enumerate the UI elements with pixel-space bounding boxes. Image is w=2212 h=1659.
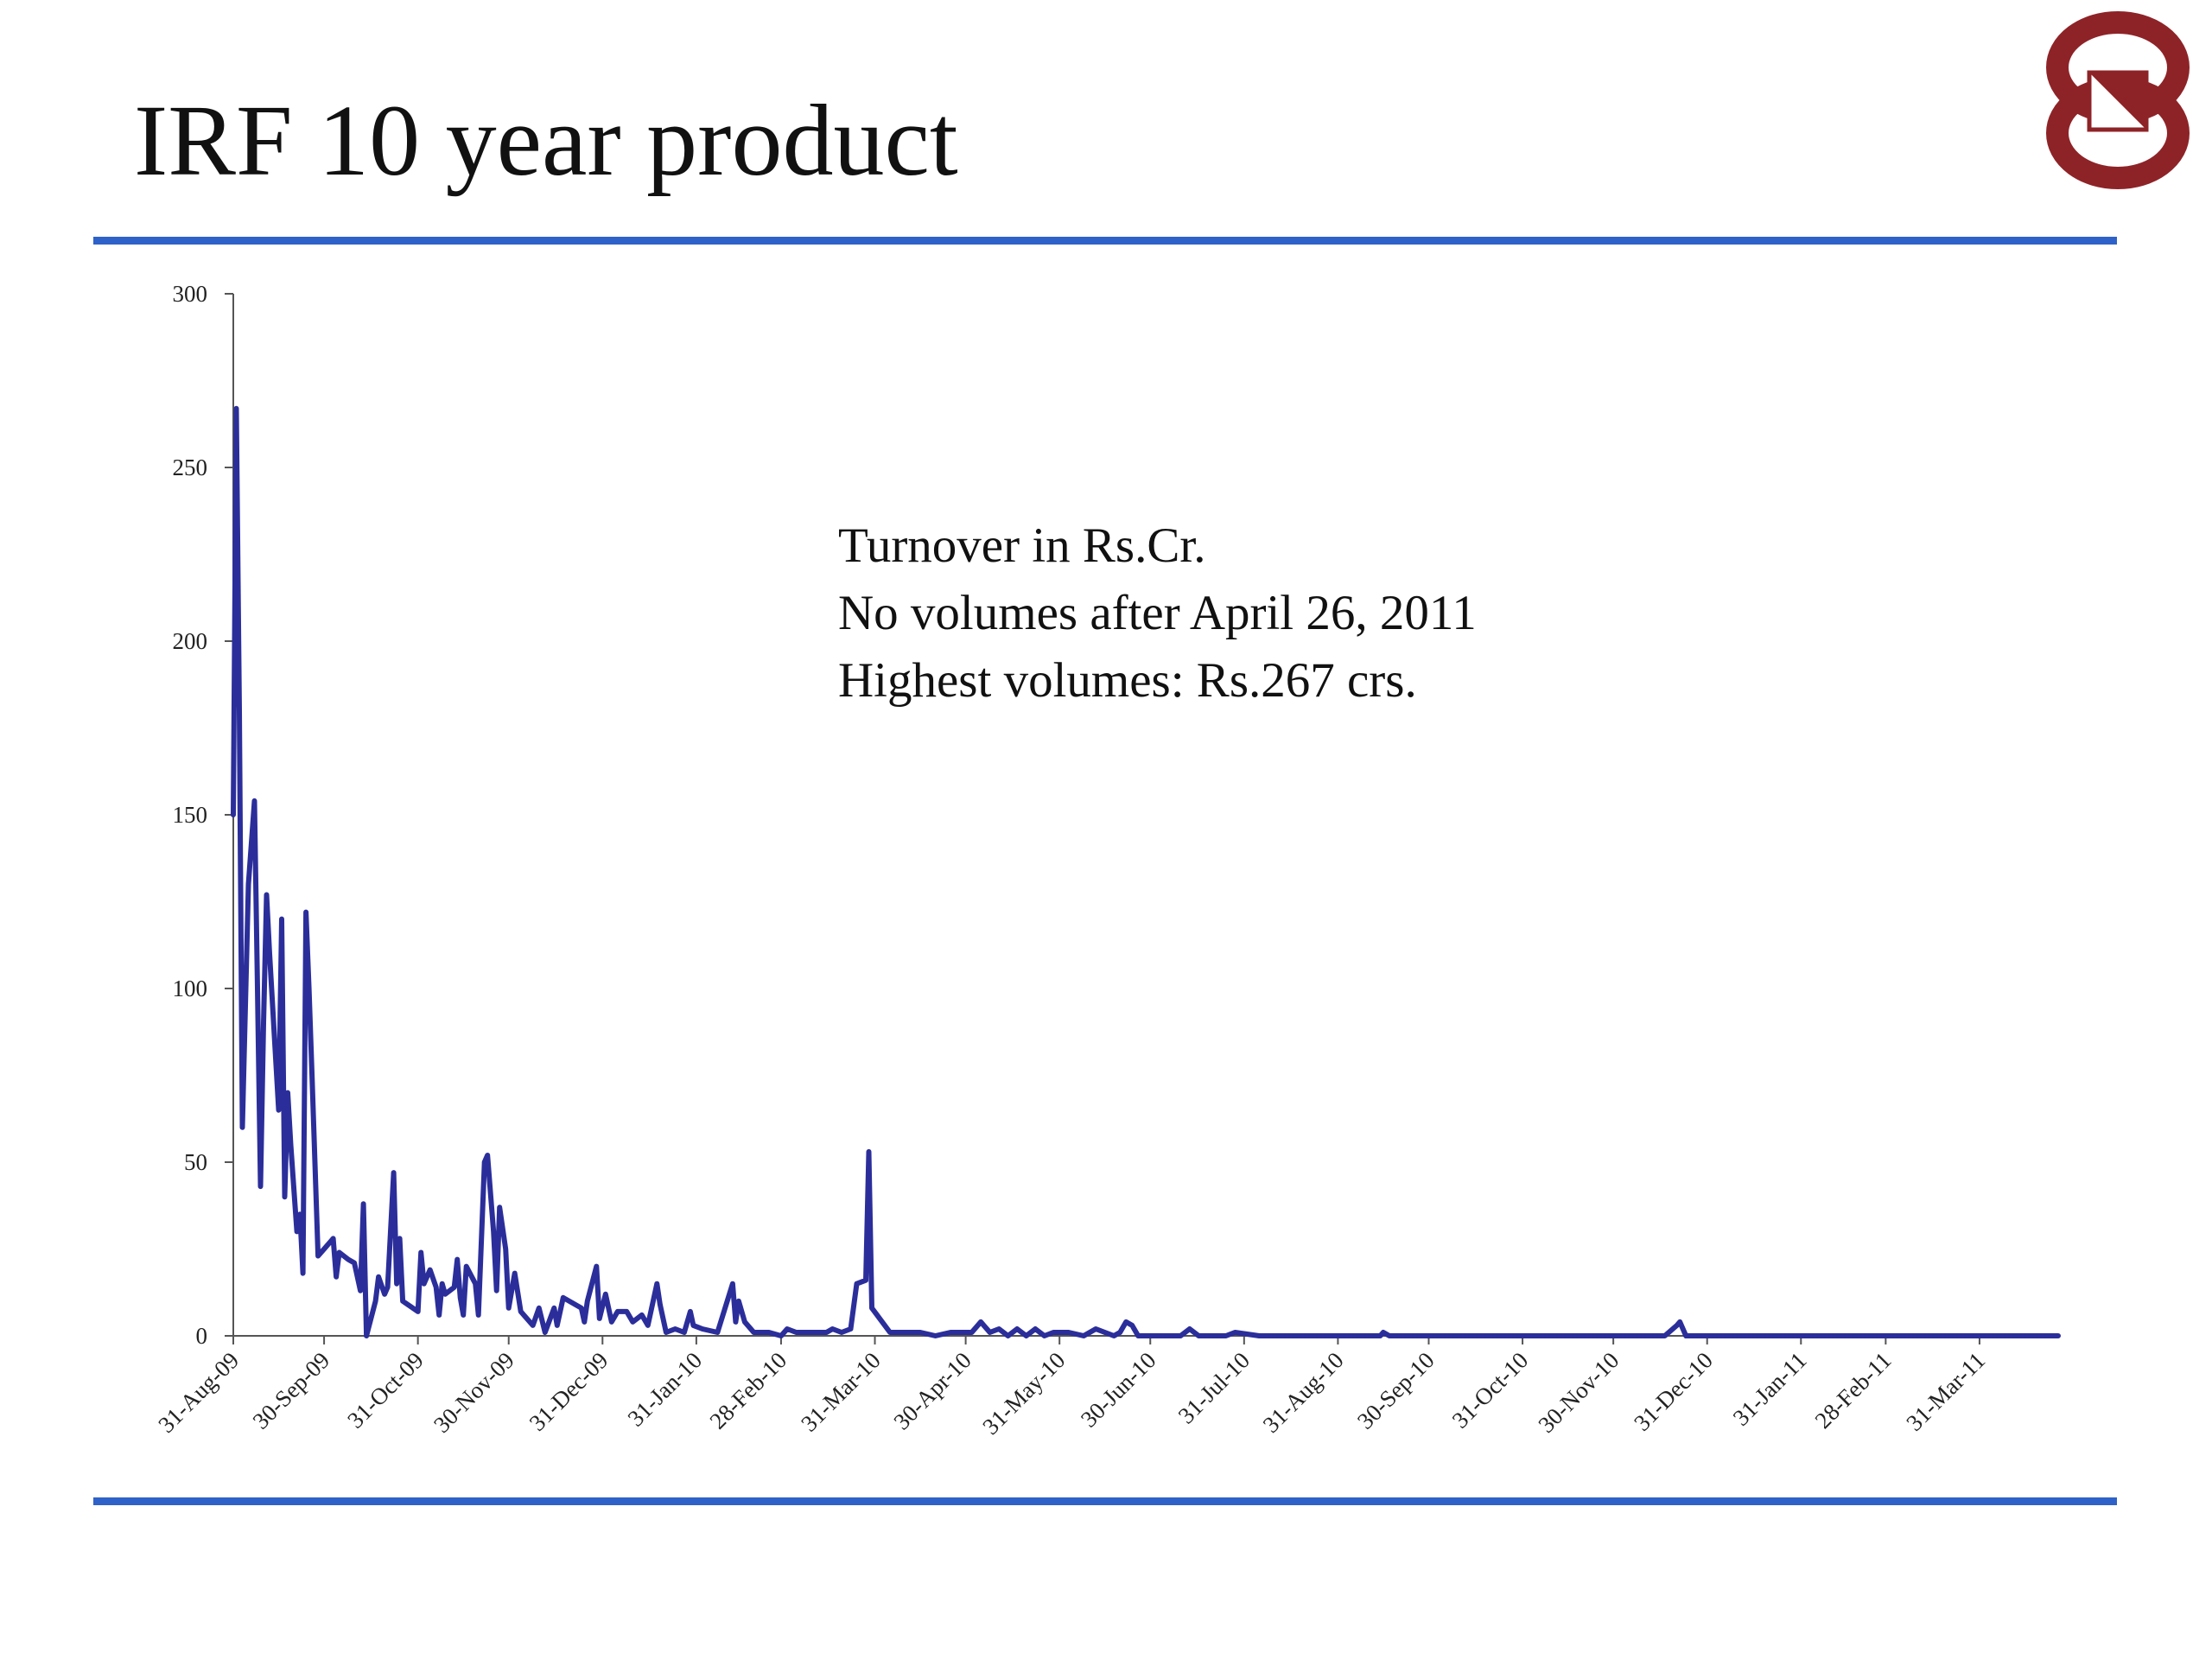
y-tick-label: 150 [173,802,208,828]
x-tick-label: 30-Nov-10 [1533,1347,1624,1438]
x-tick-label: 30-Sep-09 [248,1347,335,1434]
bottom-divider [93,1497,2117,1505]
x-tick-label: 30-Apr-10 [888,1347,976,1434]
chart-annotation: Turnover in Rs.Cr. No volumes after Apri… [838,518,1477,708]
chart-axes [232,294,2058,1337]
x-tick-label: 31-Jan-11 [1728,1347,1812,1431]
exchange-logo [2041,9,2195,192]
x-tick-label: 31-Jan-10 [623,1347,708,1432]
x-tick-label: 31-Dec-09 [524,1347,613,1436]
annotation-line-2: No volumes after April 26, 2011 [838,586,1477,640]
x-tick-label: 31-Mar-10 [796,1347,886,1437]
x-axis-ticks: 31-Aug-09 30-Sep-09 31-Oct-09 30-Nov-09 31-D… [153,1336,1990,1440]
y-tick-label: 50 [184,1149,207,1175]
x-tick-label: 28-Feb-11 [1810,1347,1897,1433]
annotation-line-3: Highest volumes: Rs.267 crs. [838,653,1417,708]
x-tick-label: 28-Feb-10 [704,1347,791,1434]
x-tick-label: 30-Jun-10 [1076,1347,1161,1433]
x-tick-label: 31-Dec-10 [1629,1347,1718,1436]
y-tick-label: 0 [196,1323,208,1349]
x-tick-label: 31-Mar-11 [1901,1347,1990,1436]
y-axis-ticks: 0 50 100 150 200 250 300 [173,281,233,1349]
x-tick-label: 31-Jul-10 [1173,1347,1255,1428]
top-divider [93,237,2117,245]
x-tick-label: 31-Aug-10 [1258,1347,1349,1438]
y-tick-label: 200 [173,628,208,654]
y-tick-label: 300 [173,281,208,307]
slide-title: IRF 10 year product [134,84,958,197]
x-tick-label: 30-Sep-10 [1352,1347,1440,1434]
y-tick-label: 250 [173,454,208,480]
x-tick-label: 30-Nov-09 [429,1347,519,1438]
exchange-logo-icon [2046,11,2190,189]
x-tick-label: 31-Oct-10 [1447,1347,1534,1433]
x-tick-label: 31-May-10 [977,1347,1070,1440]
y-tick-label: 100 [173,976,208,1001]
x-tick-label: 31-Oct-09 [342,1347,429,1433]
x-tick-label: 31-Aug-09 [153,1347,244,1438]
series-layer [231,405,2061,1338]
turnover-series-line [231,405,2061,1338]
annotation-line-1: Turnover in Rs.Cr. [838,518,1205,573]
